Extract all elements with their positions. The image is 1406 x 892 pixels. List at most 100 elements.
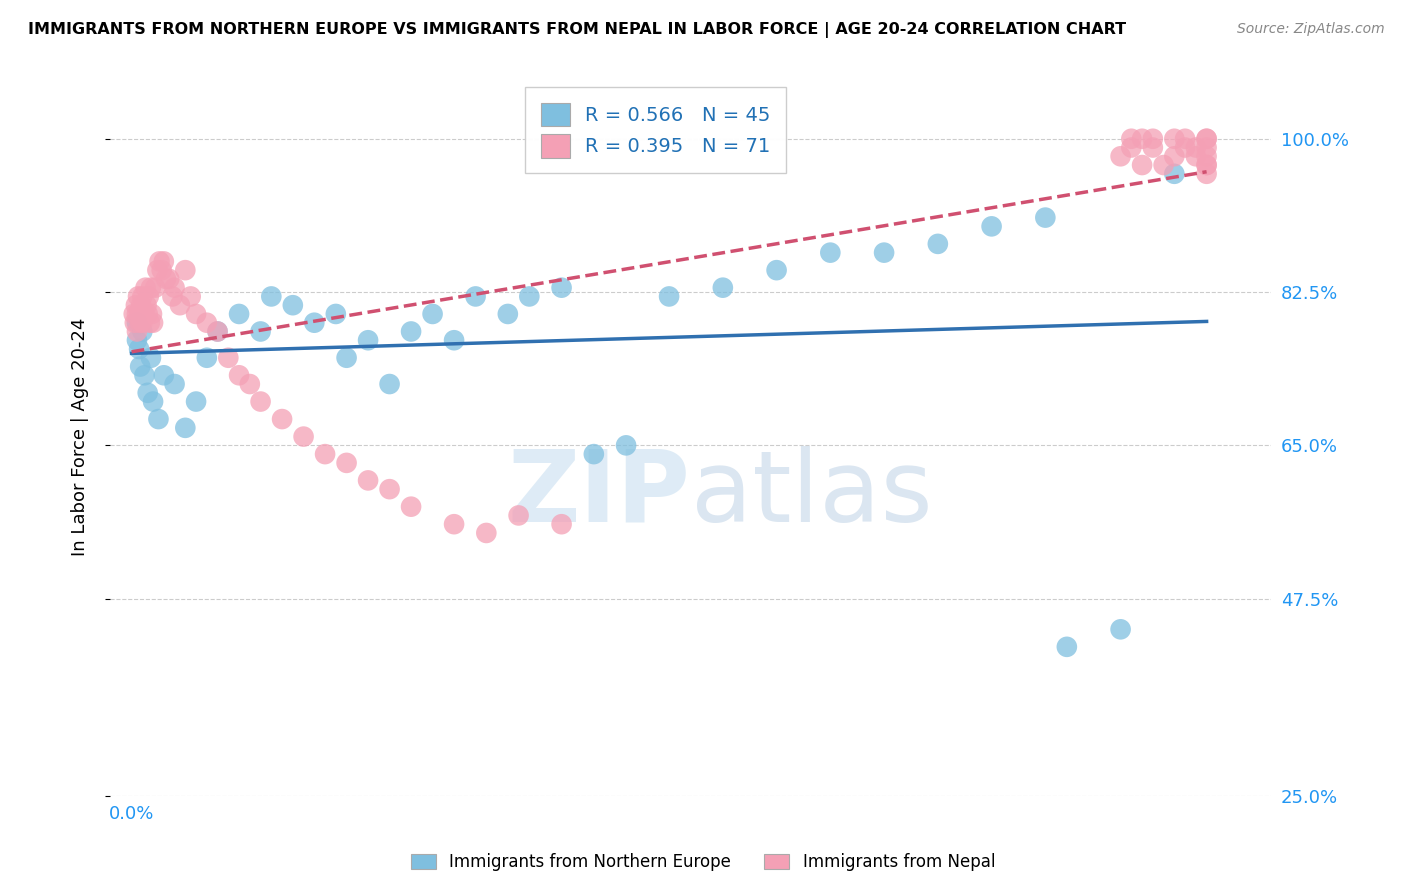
- Point: [195, 316, 218, 330]
- Point: [129, 359, 152, 374]
- Point: [142, 394, 165, 409]
- Point: [517, 289, 540, 303]
- Point: [1121, 140, 1143, 154]
- Point: [131, 325, 153, 339]
- Point: [180, 289, 202, 303]
- Point: [1130, 158, 1153, 172]
- Point: [1121, 132, 1143, 146]
- Point: [142, 316, 165, 330]
- Point: [1185, 140, 1208, 154]
- Point: [378, 482, 401, 496]
- Point: [128, 342, 150, 356]
- Y-axis label: In Labor Force | Age 20-24: In Labor Force | Age 20-24: [72, 318, 89, 556]
- Point: [131, 289, 153, 303]
- Point: [148, 254, 170, 268]
- Point: [128, 307, 150, 321]
- Point: [614, 438, 637, 452]
- Point: [131, 316, 153, 330]
- Point: [443, 333, 465, 347]
- Point: [550, 281, 572, 295]
- Point: [141, 307, 163, 321]
- Point: [1142, 140, 1164, 154]
- Point: [239, 377, 262, 392]
- Point: [139, 281, 162, 295]
- Point: [136, 307, 159, 321]
- Point: [357, 474, 380, 488]
- Point: [249, 394, 271, 409]
- Point: [125, 333, 148, 347]
- Point: [422, 307, 444, 321]
- Point: [157, 272, 180, 286]
- Point: [138, 289, 160, 303]
- Point: [1163, 132, 1185, 146]
- Point: [508, 508, 530, 523]
- Point: [217, 351, 239, 365]
- Point: [399, 500, 422, 514]
- Point: [134, 368, 156, 383]
- Point: [658, 289, 681, 303]
- Point: [195, 351, 218, 365]
- Point: [335, 456, 357, 470]
- Point: [820, 245, 842, 260]
- Point: [1195, 158, 1218, 172]
- Point: [150, 263, 173, 277]
- Point: [125, 298, 148, 312]
- Point: [162, 289, 184, 303]
- Point: [228, 368, 250, 383]
- Point: [1195, 149, 1218, 163]
- Point: [148, 412, 170, 426]
- Point: [249, 325, 271, 339]
- Point: [1109, 149, 1132, 163]
- Point: [1109, 623, 1132, 637]
- Point: [136, 385, 159, 400]
- Point: [124, 316, 146, 330]
- Point: [399, 325, 422, 339]
- Point: [475, 525, 498, 540]
- Point: [207, 325, 229, 339]
- Point: [443, 517, 465, 532]
- Point: [335, 351, 357, 365]
- Point: [357, 333, 380, 347]
- Point: [582, 447, 605, 461]
- Point: [125, 325, 148, 339]
- Point: [1174, 132, 1197, 146]
- Point: [260, 289, 283, 303]
- Text: IMMIGRANTS FROM NORTHERN EUROPE VS IMMIGRANTS FROM NEPAL IN LABOR FORCE | AGE 20: IMMIGRANTS FROM NORTHERN EUROPE VS IMMIG…: [28, 22, 1126, 38]
- Point: [146, 263, 169, 277]
- Point: [129, 316, 152, 330]
- Point: [163, 281, 186, 295]
- Point: [207, 325, 229, 339]
- Point: [1195, 132, 1218, 146]
- Point: [1130, 132, 1153, 146]
- Point: [143, 281, 166, 295]
- Point: [1033, 211, 1056, 225]
- Point: [1142, 132, 1164, 146]
- Point: [122, 307, 145, 321]
- Point: [184, 307, 207, 321]
- Point: [174, 263, 197, 277]
- Point: [169, 298, 191, 312]
- Point: [1163, 167, 1185, 181]
- Point: [1195, 140, 1218, 154]
- Text: ZIP: ZIP: [508, 446, 690, 542]
- Point: [155, 272, 177, 286]
- Legend: R = 0.566   N = 45, R = 0.395   N = 71: R = 0.566 N = 45, R = 0.395 N = 71: [526, 87, 786, 174]
- Point: [711, 281, 734, 295]
- Point: [153, 368, 176, 383]
- Legend: Immigrants from Northern Europe, Immigrants from Nepal: Immigrants from Northern Europe, Immigra…: [402, 845, 1004, 880]
- Point: [1195, 158, 1218, 172]
- Point: [873, 245, 896, 260]
- Point: [1056, 640, 1078, 654]
- Point: [1163, 149, 1185, 163]
- Point: [927, 236, 949, 251]
- Point: [765, 263, 787, 277]
- Point: [129, 298, 152, 312]
- Point: [980, 219, 1002, 234]
- Point: [550, 517, 572, 532]
- Point: [281, 298, 304, 312]
- Point: [314, 447, 336, 461]
- Point: [125, 307, 148, 321]
- Point: [464, 289, 486, 303]
- Point: [163, 377, 186, 392]
- Point: [125, 316, 148, 330]
